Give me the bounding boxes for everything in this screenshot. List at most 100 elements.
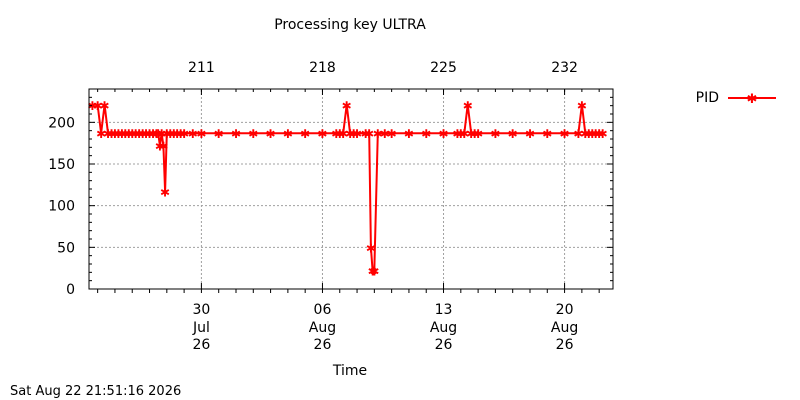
x-tick-day: 30 [192,302,210,318]
data-point: ✱ [490,127,500,141]
data-point: ✱ [473,127,483,141]
data-point: ✱ [300,127,310,141]
data-point: ✱ [577,99,587,113]
x-tick-day: 06 [314,302,332,318]
x-tick-month: Aug [430,320,457,336]
data-point: ✱ [560,127,570,141]
y-tick-label: 100 [48,199,75,215]
data-point: ✱ [120,127,130,141]
data-point: ✱ [157,127,167,141]
data-point: ✱ [144,127,154,141]
data-point: ✱ [158,140,168,154]
data-point: ✱ [160,186,170,200]
data-point: ✱ [573,127,583,141]
data-point: ✱ [231,127,241,141]
data-point: ✱ [134,127,144,141]
data-point: ✱ [380,127,390,141]
data-point: ✱ [96,127,106,141]
data-point: ✱ [364,127,374,141]
data-point: ✱ [151,127,161,141]
data-point: ✱ [438,127,448,141]
data-point: ✱ [214,127,224,141]
data-point: ✱ [466,127,476,141]
y-tick-label: 200 [48,115,75,131]
axis-layer: 05010015020030Jul2606Aug2613Aug2620Aug26… [48,60,613,353]
data-point: ✱ [266,127,276,141]
data-point: ✱ [369,265,379,279]
data-point: ✱ [584,127,594,141]
series-layer: ✱✱✱✱✱✱✱✱✱✱✱✱✱✱✱✱✱✱✱✱✱✱✱✱✱✱✱✱✱✱✱✱ ✱ ✱ ✱ ✱ ✱ ✱ ✱ ✱… [87,99,607,279]
data-point: ✱ [283,127,293,141]
top-tick-label: 232 [551,60,578,76]
x-tick-month: Jul [192,320,210,336]
data-point: ✱ [331,127,341,141]
grid-lines [89,89,613,289]
data-point: ✱ [366,241,376,255]
data-point: ✱ [117,127,127,141]
data-point: ✱ [580,127,590,141]
x-tick-day: 13 [435,302,453,318]
data-point: ✱ [148,127,158,141]
data-point: ✱ [188,127,198,141]
data-point: ✱ [452,127,462,141]
chart-title: Processing key ULTRA [274,17,426,33]
data-point: ✱ [542,127,552,141]
data-point: ✱ [172,127,182,141]
x-tick-year: 26 [314,337,332,353]
data-point: ✱ [127,127,137,141]
series-line-pid [92,103,603,272]
data-point: ✱ [349,127,359,141]
data-point: ✱ [138,127,148,141]
data-point: ✱ [110,127,120,141]
data-point: ✱ [456,127,466,141]
data-point: ✱ [248,127,258,141]
data-point: ✱ [162,127,172,141]
data-point: ✱ [93,99,103,113]
data-point: ✱ [103,127,113,141]
x-tick-year: 26 [192,337,210,353]
data-point: ✱ [508,127,518,141]
data-point: ✱ [131,127,141,141]
data-point: ✱ [591,127,601,141]
legend-marker-pid: ✱ [747,92,758,107]
data-point: ✱ [338,127,348,141]
data-point: ✱ [404,127,414,141]
data-point: ✱ [387,127,397,141]
x-axis-label: Time [332,363,367,379]
data-point: ✱ [179,127,189,141]
data-point: ✱ [587,127,597,141]
data-point: ✱ [155,140,165,154]
data-point: ✱ [165,127,175,141]
data-point: ✱ [470,127,480,141]
data-point: ✱ [368,265,378,279]
data-point: ✱ [169,127,179,141]
data-point: ✱ [113,127,123,141]
data-point: ✱ [345,127,355,141]
data-point: ✱ [141,127,151,141]
data-point: ✱ [459,127,469,141]
top-tick-label: 218 [309,60,336,76]
y-tick-label: 150 [48,157,75,173]
y-tick-label: 50 [57,240,75,256]
data-point: ✱ [421,127,431,141]
data-point: ✱ [352,127,362,141]
data-point: ✱ [153,127,163,141]
data-point: ✱ [317,127,327,141]
timestamp: Sat Aug 22 21:51:16 2026 [10,384,181,399]
data-point: ✱ [100,99,110,113]
top-tick-label: 211 [188,60,215,76]
data-point: ✱ [176,127,186,141]
legend: PID ✱ [696,90,776,107]
x-tick-month: Aug [551,320,578,336]
data-point: ✱ [598,127,608,141]
data-point: ✱ [124,127,134,141]
top-tick-label: 225 [430,60,457,76]
x-tick-year: 26 [556,337,574,353]
data-point: ✱ [525,127,535,141]
data-point: ✱ [335,127,345,141]
data-point: ✱ [106,127,116,141]
x-tick-day: 20 [556,302,574,318]
data-point: ✱ [196,127,206,141]
data-point: ✱ [87,99,97,113]
